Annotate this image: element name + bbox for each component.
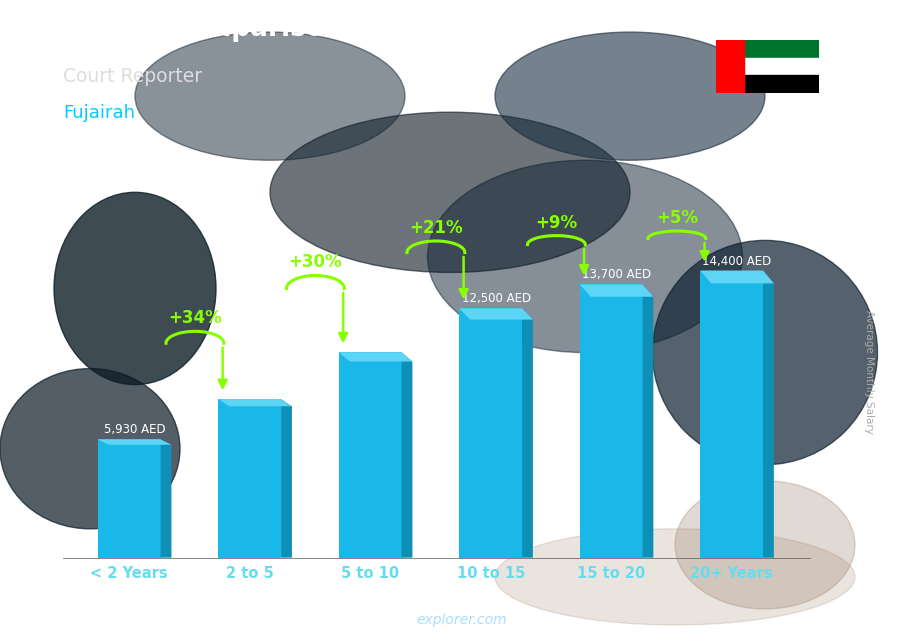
Text: +34%: +34%	[168, 310, 221, 328]
Text: Salary Comparison By Experience: Salary Comparison By Experience	[63, 16, 562, 42]
Text: +5%: +5%	[656, 209, 698, 227]
Bar	[219, 399, 281, 558]
Bar	[98, 440, 160, 558]
Polygon shape	[401, 353, 412, 558]
Text: explorer.com: explorer.com	[417, 613, 508, 627]
Text: +21%: +21%	[410, 219, 463, 237]
Ellipse shape	[675, 481, 855, 609]
Polygon shape	[160, 440, 171, 558]
Polygon shape	[580, 285, 653, 297]
Polygon shape	[763, 271, 774, 558]
Ellipse shape	[495, 32, 765, 160]
Text: 5,930 AED: 5,930 AED	[104, 424, 166, 437]
Bar	[459, 308, 522, 558]
Polygon shape	[98, 440, 171, 445]
Ellipse shape	[135, 32, 405, 160]
Bar	[744, 58, 819, 76]
Text: Average Monthly Salary: Average Monthly Salary	[863, 310, 874, 434]
Bar	[716, 40, 744, 93]
Polygon shape	[643, 285, 653, 558]
Text: Court Reporter: Court Reporter	[63, 67, 202, 87]
Bar	[744, 76, 819, 93]
Polygon shape	[522, 308, 533, 558]
Text: 7,950 AED: 7,950 AED	[224, 383, 286, 396]
Bar	[744, 40, 819, 58]
Text: 14,400 AED: 14,400 AED	[703, 254, 771, 267]
Text: +9%: +9%	[536, 213, 578, 231]
Polygon shape	[459, 308, 533, 320]
Text: 13,700 AED: 13,700 AED	[582, 269, 652, 281]
Ellipse shape	[54, 192, 216, 385]
Text: Fujairah: Fujairah	[63, 104, 135, 122]
Polygon shape	[281, 399, 292, 558]
Bar	[580, 285, 643, 558]
Text: salary: salary	[369, 613, 417, 627]
Text: 10,300 AED: 10,300 AED	[341, 337, 410, 349]
Text: 12,500 AED: 12,500 AED	[462, 292, 531, 305]
Bar	[339, 353, 401, 558]
Ellipse shape	[270, 112, 630, 272]
Ellipse shape	[652, 240, 878, 465]
Polygon shape	[339, 353, 412, 362]
Ellipse shape	[495, 529, 855, 625]
Ellipse shape	[428, 160, 742, 353]
Polygon shape	[700, 271, 774, 283]
Ellipse shape	[0, 369, 180, 529]
Bar	[700, 271, 763, 558]
Polygon shape	[219, 399, 292, 406]
Text: +30%: +30%	[289, 253, 342, 272]
